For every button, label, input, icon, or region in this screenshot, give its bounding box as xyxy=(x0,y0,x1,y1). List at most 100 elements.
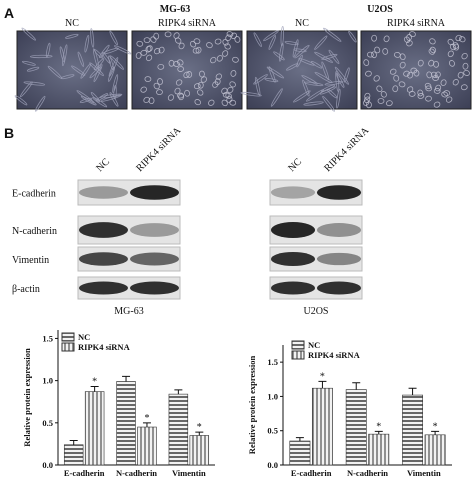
cell xyxy=(193,83,201,90)
cell xyxy=(109,30,118,46)
cell xyxy=(392,85,399,93)
cell xyxy=(380,91,387,98)
cell xyxy=(363,99,370,106)
y-tick-label: 1.5 xyxy=(42,333,53,343)
cell xyxy=(273,51,285,61)
cell xyxy=(197,81,204,89)
blot-caption: U2OS xyxy=(303,306,328,317)
error-bar xyxy=(318,380,327,389)
cell xyxy=(112,74,119,93)
bar xyxy=(289,440,311,466)
cell xyxy=(461,52,468,60)
blot-band xyxy=(316,252,362,266)
protein-label: Vimentin xyxy=(12,255,49,266)
cell xyxy=(177,59,184,66)
cell xyxy=(314,35,328,50)
cell xyxy=(393,74,400,82)
blot-band xyxy=(79,222,128,238)
cell xyxy=(270,88,283,107)
cell xyxy=(93,64,103,83)
cell xyxy=(178,42,185,50)
bar xyxy=(189,435,210,466)
error-bar xyxy=(69,440,78,445)
cell xyxy=(197,89,204,96)
legend-label: NC xyxy=(78,332,90,342)
bar xyxy=(311,387,333,466)
y-tick-label: 0.5 xyxy=(42,418,53,428)
cell xyxy=(453,43,460,51)
x-tick-label: E-cadherin xyxy=(64,468,105,478)
error-bar xyxy=(174,389,183,395)
cell xyxy=(214,38,222,45)
cell xyxy=(208,99,215,106)
cell xyxy=(266,66,285,79)
cell xyxy=(136,40,144,47)
significance: * xyxy=(92,377,97,388)
cell xyxy=(323,27,342,42)
group-label: U2OS xyxy=(367,4,393,15)
error-bar xyxy=(195,431,204,436)
lane-label: RIPK4 siRNA xyxy=(322,125,371,174)
cell xyxy=(194,99,201,106)
bar xyxy=(368,433,390,466)
cell xyxy=(34,95,46,112)
cell xyxy=(425,85,433,92)
cell xyxy=(334,66,349,85)
cell xyxy=(157,63,165,70)
cell xyxy=(417,59,424,67)
cell xyxy=(293,90,311,103)
cell xyxy=(140,86,147,93)
cell xyxy=(146,45,153,52)
cell xyxy=(459,36,466,43)
cell xyxy=(443,90,451,96)
cell xyxy=(168,59,175,67)
cell xyxy=(413,69,420,77)
cell xyxy=(457,71,464,79)
cell xyxy=(314,51,334,63)
cell xyxy=(92,48,99,68)
blot-band xyxy=(79,281,128,295)
cell xyxy=(183,71,190,79)
cell xyxy=(452,78,459,86)
significance: * xyxy=(433,421,438,432)
cell xyxy=(376,85,383,92)
cell xyxy=(363,59,370,66)
cell xyxy=(140,49,148,56)
cell xyxy=(101,52,111,64)
cell xyxy=(254,76,261,96)
cell xyxy=(76,90,95,104)
cell xyxy=(383,35,390,43)
legend-swatch xyxy=(291,350,305,360)
cell xyxy=(410,67,418,74)
cell xyxy=(221,99,228,107)
cell xyxy=(343,67,350,83)
error-bar xyxy=(142,422,151,428)
cell xyxy=(232,56,239,63)
cell xyxy=(286,63,299,71)
cell xyxy=(310,61,323,69)
cell xyxy=(399,53,406,61)
cell xyxy=(403,36,411,43)
cell xyxy=(373,75,380,82)
y-tick-label: 0.0 xyxy=(42,460,53,470)
cell xyxy=(45,42,51,58)
cell xyxy=(144,76,152,83)
y-axis-label: Relative protein expression xyxy=(22,348,32,447)
cell xyxy=(150,36,157,43)
bar xyxy=(137,426,157,466)
cell xyxy=(268,35,277,50)
cell xyxy=(21,27,36,41)
legend-swatch xyxy=(61,342,75,352)
cell xyxy=(92,96,108,108)
cell xyxy=(59,46,65,63)
cell xyxy=(319,86,337,95)
error-bar xyxy=(408,387,417,396)
cell xyxy=(296,54,303,68)
cell xyxy=(433,60,439,68)
error-bar xyxy=(352,382,361,390)
cell xyxy=(229,81,236,88)
cell xyxy=(60,74,75,80)
cell xyxy=(292,39,299,58)
cell xyxy=(107,66,115,82)
cell xyxy=(365,70,372,77)
